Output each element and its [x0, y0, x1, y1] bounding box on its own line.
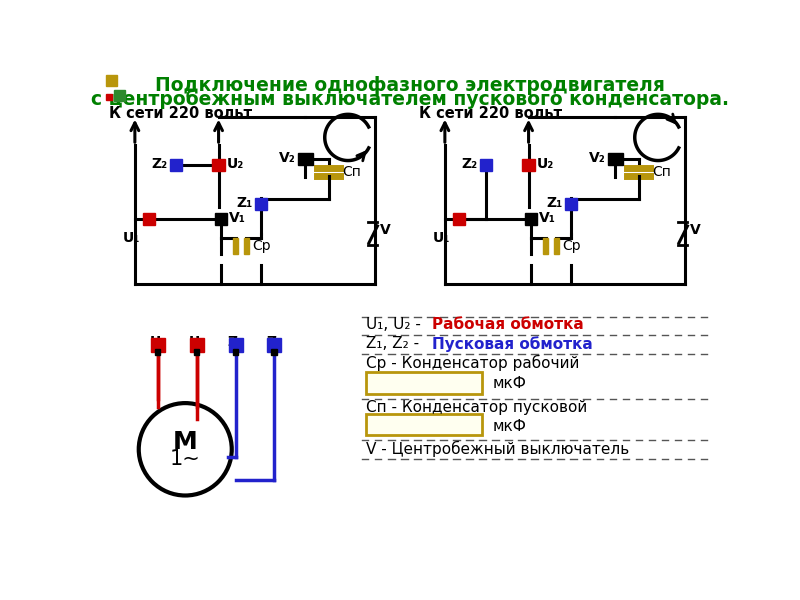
Text: с центробежным выключателем пускового конденсатора.: с центробежным выключателем пускового ко… [91, 89, 729, 109]
Bar [234, 238, 238, 254]
Text: мкФ: мкФ [492, 419, 526, 434]
Bar [525, 213, 537, 225]
Text: Z₂: Z₂ [151, 157, 167, 172]
Text: U₁: U₁ [123, 232, 140, 245]
Text: V₁: V₁ [229, 211, 246, 226]
Bar [255, 197, 267, 210]
Text: Z₂: Z₂ [462, 157, 478, 172]
Text: Z₁: Z₁ [237, 196, 253, 210]
Bar [212, 159, 225, 172]
Text: U₁: U₁ [433, 232, 450, 245]
Bar [480, 159, 492, 172]
Text: К сети 220 вольт: К сети 220 вольт [110, 106, 253, 121]
Bar [106, 94, 112, 100]
Bar [267, 338, 282, 352]
Text: мкФ: мкФ [492, 376, 526, 391]
Text: V: V [690, 223, 701, 237]
Text: U₂: U₂ [536, 157, 554, 172]
Bar [565, 197, 578, 210]
Bar [271, 349, 277, 355]
Bar [554, 238, 559, 254]
Text: М: М [173, 430, 198, 454]
Text: Сп - Конденсатор пусковой: Сп - Конденсатор пусковой [366, 400, 587, 415]
Bar [453, 213, 465, 225]
Text: U₁: U₁ [150, 335, 167, 349]
Bar [229, 338, 242, 352]
FancyBboxPatch shape [366, 414, 482, 436]
Text: 1~: 1~ [170, 449, 201, 469]
Text: Cр: Cр [252, 239, 270, 253]
Bar [298, 153, 313, 165]
Bar [214, 213, 227, 225]
Bar [190, 338, 204, 352]
Text: V: V [380, 223, 390, 237]
Text: Рабочая обмотка: Рабочая обмотка [432, 317, 583, 332]
FancyBboxPatch shape [366, 372, 482, 394]
Text: Z₁, Z₂ -: Z₁, Z₂ - [366, 337, 424, 352]
Text: Подключение однофазного электродвигателя: Подключение однофазного электродвигателя [155, 76, 665, 95]
Text: U₂: U₂ [226, 157, 243, 172]
Bar [155, 349, 161, 355]
Text: V₁: V₁ [538, 211, 555, 226]
Bar [114, 91, 125, 101]
Bar [142, 213, 155, 225]
Text: Cп: Cп [653, 165, 671, 179]
Text: V₂: V₂ [589, 151, 606, 166]
Text: U₂: U₂ [188, 335, 206, 349]
Bar [151, 338, 165, 352]
Text: Cп: Cп [342, 165, 362, 179]
Text: Z₁: Z₁ [227, 335, 244, 349]
Bar [106, 75, 117, 86]
Text: Z₂: Z₂ [266, 335, 282, 349]
Text: V - Центробежный выключатель: V - Центробежный выключатель [366, 441, 629, 457]
Bar [194, 349, 199, 355]
Text: V₂: V₂ [278, 151, 295, 166]
Text: U₁, U₂ -: U₁, U₂ - [366, 317, 426, 332]
Text: Пусковая обмотка: Пусковая обмотка [432, 336, 593, 352]
Text: Ср - Конденсатор рабочий: Ср - Конденсатор рабочий [366, 355, 579, 371]
Bar [233, 349, 238, 355]
Text: Z₁: Z₁ [546, 196, 562, 210]
Bar [608, 153, 623, 165]
Bar [543, 238, 548, 254]
Text: К сети 220 вольт: К сети 220 вольт [419, 106, 562, 121]
Bar [522, 159, 534, 172]
Text: Cр: Cр [562, 239, 581, 253]
Bar [170, 159, 182, 172]
Bar [244, 238, 249, 254]
